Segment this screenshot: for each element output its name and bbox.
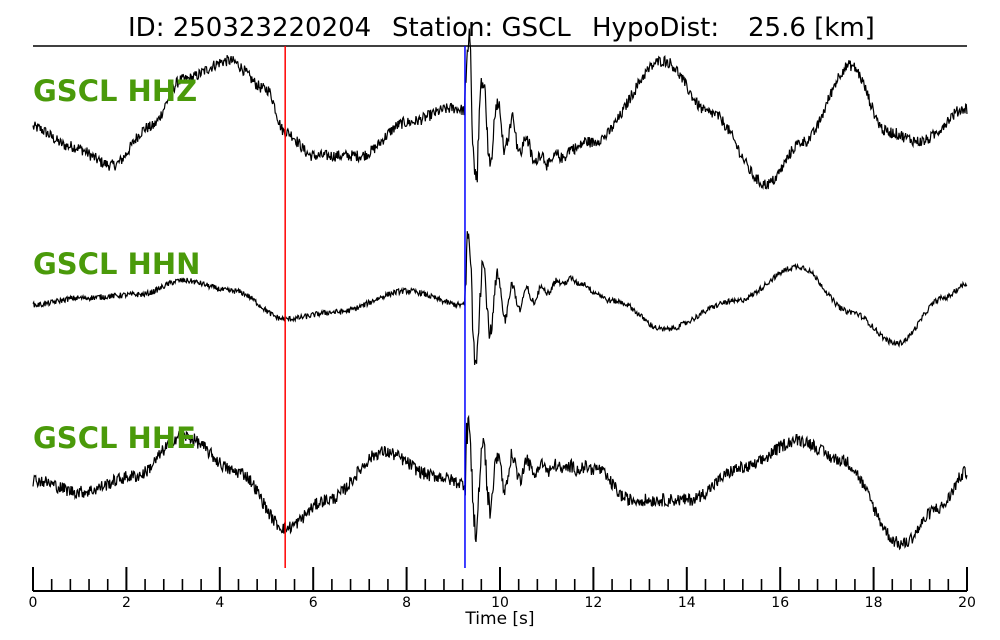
x-tick-label: 12 (584, 595, 602, 611)
hypodist-label: HypoDist: (592, 13, 719, 43)
trace-gscl-hhe (32, 414, 968, 551)
x-axis: 0 2 4 6 8 10 12 14 16 18 20 (29, 567, 976, 611)
x-tick-label: 10 (491, 595, 509, 611)
x-tick-label: 16 (771, 595, 789, 611)
x-tick-label: 20 (958, 595, 976, 611)
trace-label-hhn: GSCL HHN (33, 247, 200, 281)
x-tick-label: 2 (122, 595, 131, 611)
trace-labels-group: GSCL HHZ GSCL HHN GSCL HHE (33, 74, 200, 455)
trace-label-hhe: GSCL HHE (33, 421, 196, 455)
trace-gscl-hhz (32, 28, 968, 190)
trace-label-hhz: GSCL HHZ (33, 74, 197, 108)
x-tick-label: 8 (402, 595, 411, 611)
hypodist-value: 25.6 [km] (748, 13, 875, 43)
x-tick-label: 0 (29, 595, 38, 611)
x-tick-label: 4 (215, 595, 224, 611)
traces-group (32, 28, 968, 551)
trace-gscl-hhn (32, 231, 968, 365)
x-tick-label: 6 (309, 595, 318, 611)
event-id-text: ID: 250323220204 (128, 13, 371, 43)
x-tick-label: 14 (678, 595, 696, 611)
x-tick-label: 18 (865, 595, 883, 611)
station-text: Station: GSCL (392, 13, 571, 43)
x-axis-label: Time [s] (464, 609, 534, 629)
picks-group (284, 46, 466, 568)
